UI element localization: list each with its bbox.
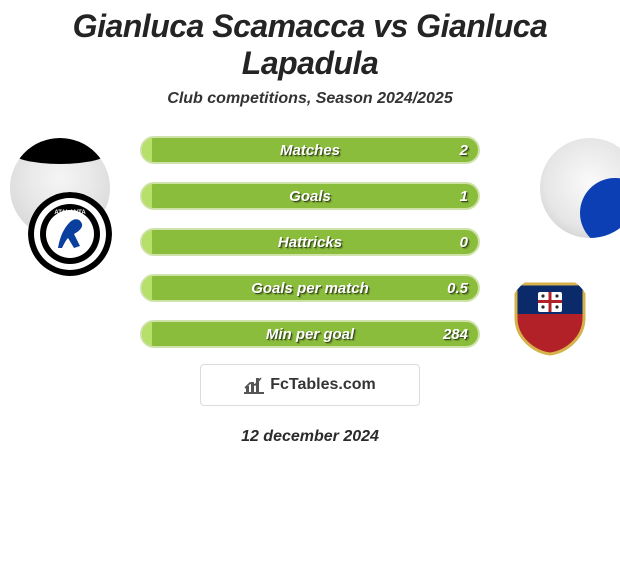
stat-bars: Matches2Goals1Hattricks0Goals per match0… [140, 136, 480, 366]
stat-bar: Matches2 [140, 136, 480, 164]
stat-bar-value: 1 [460, 184, 468, 208]
svg-text:1907: 1907 [63, 250, 77, 256]
club-left-badge: ATALANTA 1907 [28, 192, 112, 276]
player-right-avatar [540, 138, 620, 238]
comparison-subtitle: Club competitions, Season 2024/2025 [0, 90, 620, 108]
stat-bar-value: 0.5 [447, 276, 468, 300]
date-line: 12 december 2024 [0, 428, 620, 446]
stat-bar: Goals per match0.5 [140, 274, 480, 302]
brand-box[interactable]: FcTables.com [200, 364, 420, 406]
brand-text: FcTables.com [270, 376, 376, 394]
stat-bar-value: 284 [443, 322, 468, 346]
avatar-placeholder-shape [10, 138, 110, 164]
stat-bar-label: Matches [142, 138, 478, 162]
cagliari-icon [508, 274, 592, 358]
stat-bar: Hattricks0 [140, 228, 480, 256]
bar-chart-icon [244, 376, 264, 394]
comparison-title: Gianluca Scamacca vs Gianluca Lapadula [0, 0, 620, 84]
stat-bar-label: Goals per match [142, 276, 478, 300]
stat-bar-value: 0 [460, 230, 468, 254]
stat-bar: Min per goal284 [140, 320, 480, 348]
stat-bar-label: Goals [142, 184, 478, 208]
stat-bar-label: Min per goal [142, 322, 478, 346]
comparison-stage: ATALANTA 1907 [0, 136, 620, 486]
stat-bar-label: Hattricks [142, 230, 478, 254]
stat-bar-value: 2 [460, 138, 468, 162]
svg-text:ATALANTA: ATALANTA [54, 210, 86, 216]
club-right-badge [508, 274, 592, 358]
avatar-jersey-shape [580, 178, 620, 238]
atalanta-icon: ATALANTA 1907 [28, 192, 112, 276]
stat-bar: Goals1 [140, 182, 480, 210]
